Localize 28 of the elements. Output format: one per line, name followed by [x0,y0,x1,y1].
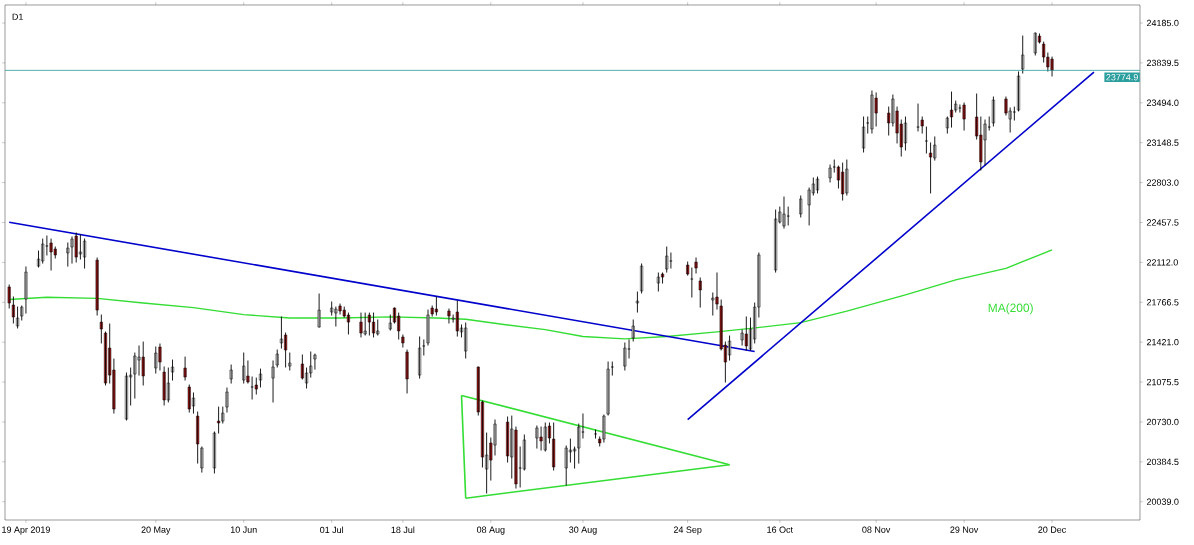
y-tick-label: 23494.0 [1146,99,1179,106]
x-tick-label: 08 Nov [862,526,891,533]
y-tick-label: 21421.0 [1146,338,1179,346]
x-tick-label: 20 May [141,526,171,535]
x-tick-label: 19 Apr 2019 [2,526,50,535]
y-tick-label: 22803.0 [1146,179,1179,186]
x-tick-label: 24 Sep [673,526,702,535]
y-tick-label: 22112.0 [1146,259,1178,266]
x-tick-label: 08 Aug [476,526,505,535]
x-tick-label: 16 Oct [767,526,793,533]
x-tick-label: 18 Jul [391,526,415,534]
x-tick-label: 30 Aug [569,526,597,535]
y-tick-label: 24185.0 [1146,19,1179,27]
y-tick-label: 23148.5 [1146,139,1179,146]
y-tick-label: 20039.0 [1146,498,1179,505]
x-tick-label: 01 Jul [320,526,344,534]
x-tick-label: 10 Jun [230,526,257,533]
y-tick-label: 23839.5 [1146,59,1179,67]
y-tick-label: 21075.5 [1146,378,1179,386]
x-tick-label: 20 Dec [1038,526,1066,533]
y-tick-label: 20730.0 [1146,418,1179,426]
y-tick-label: 22457.5 [1146,219,1179,226]
y-tick-label: 21766.5 [1146,299,1179,306]
text: MA(200) [988,303,1033,315]
x-tick-label: 29 Nov [950,526,979,533]
text: D1 [12,13,23,20]
y-tick-label: 20384.5 [1146,458,1179,466]
ref-line-label: 23774.9 [1106,74,1138,81]
